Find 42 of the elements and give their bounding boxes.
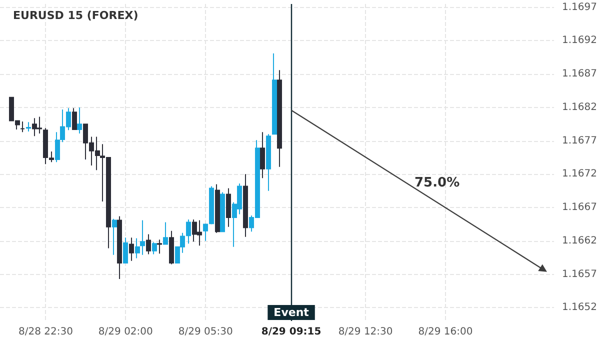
- y-tick-label: 1.1657: [562, 268, 598, 280]
- annotation: 75.0%: [414, 175, 460, 190]
- candlestick: [72, 108, 77, 130]
- text: EURUSD 15 (FOREX): [13, 9, 138, 22]
- candlestick: [152, 242, 157, 255]
- candlestick: [272, 52, 277, 135]
- y-tick-label: 1.1662: [562, 235, 598, 246]
- candlestick: [260, 132, 265, 179]
- candlestick: [117, 216, 122, 280]
- y-tick-label: 1.1692: [562, 35, 598, 46]
- y-tick-label: 1.1667: [562, 202, 598, 214]
- x-tick-label: 8/29 02:00: [98, 326, 153, 338]
- candlestick: [157, 239, 162, 254]
- candlestick: [146, 234, 151, 255]
- y-tick-label: 1.1697: [562, 2, 598, 13]
- candlestick: [135, 238, 140, 259]
- candlestick: [215, 184, 220, 234]
- candlestick: [77, 106, 82, 134]
- x-tick-label: 8/29 16:00: [418, 326, 473, 338]
- candlestick: [220, 192, 225, 232]
- candlestick: [169, 230, 174, 265]
- candlestick: [226, 188, 231, 228]
- y-tick-label: 1.1687: [562, 68, 598, 80]
- candlestick: [163, 222, 168, 245]
- y-tick-label: 1.1672: [562, 168, 598, 180]
- x-tick-label: 8/29 05:30: [178, 326, 233, 338]
- candlestick: [129, 237, 134, 262]
- candlestick: [26, 122, 31, 132]
- candlestick: [112, 218, 117, 256]
- ref-line-label: Event: [274, 306, 309, 319]
- candlestick: [123, 237, 128, 264]
- candlestick: [266, 134, 271, 192]
- y-tick-label: 1.1652: [562, 302, 598, 314]
- x-tick-label: 8/29 12:30: [338, 326, 393, 338]
- candlestick: [277, 70, 282, 168]
- x-tick-label: 8/29 09:15: [261, 326, 322, 338]
- x-tick-label: 8/28 22:30: [18, 326, 73, 338]
- candlestick: [20, 120, 25, 133]
- candlestick: [140, 220, 145, 256]
- y-tick-label: 1.1682: [562, 102, 598, 113]
- candlestick: [243, 174, 248, 238]
- y-tick-label: 1.1677: [562, 135, 598, 146]
